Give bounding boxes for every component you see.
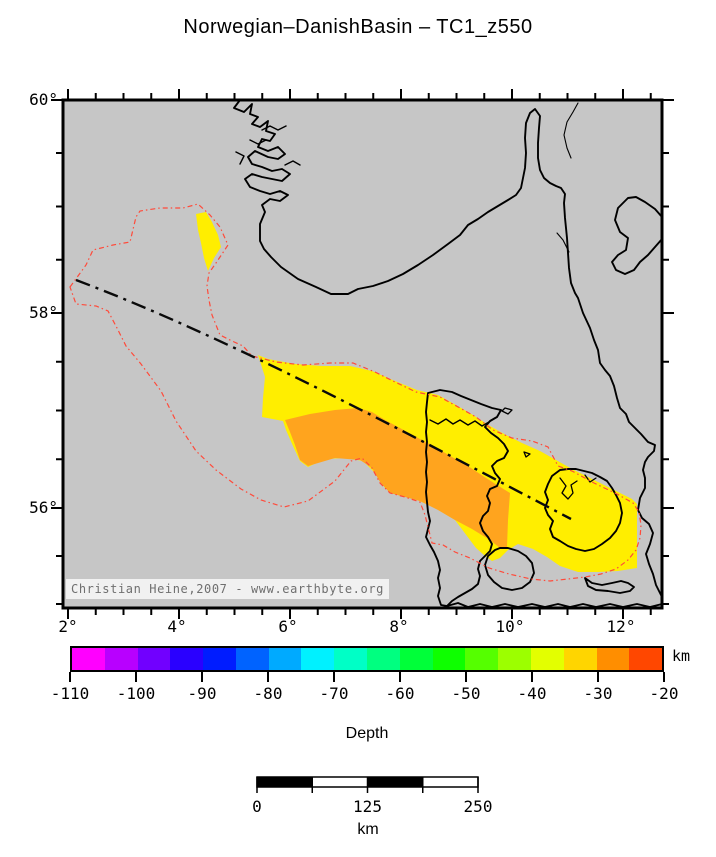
colorbar-segment-0 (72, 648, 105, 670)
island-lolland-falster (584, 577, 635, 594)
colorbar-ticks (69, 672, 665, 682)
x-tick-label-8°: 8° (389, 617, 409, 636)
colorbar-tick-label--110: -110 (50, 684, 90, 703)
scalebar-unit-label: km (357, 821, 379, 838)
colorbar-segment-16 (596, 648, 630, 670)
colorbar-unit-label: km (672, 647, 691, 665)
scalebar-tick-label-250: 250 (463, 797, 493, 816)
colorbar-segment-14 (530, 648, 564, 670)
y-tick-label-58°: 58° (29, 303, 58, 322)
river-gota (556, 232, 570, 253)
colorbar-tick-label--90: -90 (187, 684, 217, 703)
river-oslofjord (563, 102, 579, 159)
colorbar-segment-10 (399, 648, 433, 670)
coast-jutland (425, 389, 509, 607)
figure-title: Norwegian–DanishBasin – TC1_z550 (183, 16, 533, 38)
colorbar-tick-label--50: -50 (451, 684, 481, 703)
x-tick-label-6°: 6° (278, 617, 298, 636)
y-tick-label-56°: 56° (29, 498, 58, 517)
y-tick-label-60°: 60° (29, 90, 58, 109)
colorbar-tick-label--20: -20 (649, 684, 679, 703)
distance-scalebar (256, 776, 479, 793)
colorbar-segment-17 (629, 648, 663, 670)
coast-norway-sweden (233, 100, 662, 598)
colorbar-segment-13 (498, 648, 531, 670)
colorbar-tick-label--60: -60 (385, 684, 415, 703)
colorbar-tick-label--100: -100 (116, 684, 156, 703)
x-axis-ticks (67, 89, 652, 619)
colorbar-tick-label--70: -70 (319, 684, 349, 703)
island-anholt (523, 451, 531, 458)
colorbar-tick-label--40: -40 (517, 684, 547, 703)
colorbar-segment-5 (235, 648, 269, 670)
x-tick-label-10°: 10° (495, 617, 525, 636)
island-funen (484, 547, 535, 591)
colorbar-tick-label--30: -30 (583, 684, 613, 703)
transect-line (75, 278, 572, 521)
depth-region-yellow-north (196, 212, 221, 271)
copyright-note: Christian Heine,2007 - www.earthbyte.org (66, 579, 389, 599)
coast-fjord-detail (235, 125, 301, 166)
x-tick-label-12°: 12° (606, 617, 636, 636)
island-laeso (501, 407, 513, 415)
colorbar-segment-4 (203, 648, 236, 670)
colorbar-segment-1 (104, 648, 138, 670)
colorbar-segment-6 (268, 648, 302, 670)
y-axis-ticks (51, 99, 674, 605)
colorbar-segment-11 (432, 648, 466, 670)
scalebar-ticks (256, 777, 479, 793)
depth-colorbar (70, 646, 664, 672)
colorbar-axis-label: Depth (345, 725, 389, 742)
colorbar-segment-15 (563, 648, 597, 670)
colorbar-segment-12 (465, 648, 499, 670)
colorbar-segment-9 (367, 648, 400, 670)
limfjord (429, 417, 496, 427)
colorbar-tick-label--80: -80 (253, 684, 283, 703)
map-frame (61, 98, 664, 610)
x-tick-label-4°: 4° (167, 617, 187, 636)
colorbar-segment-8 (334, 648, 368, 670)
basin-outline (69, 203, 642, 582)
scalebar-tick-label-125: 125 (353, 797, 382, 816)
scalebar-tick-label-0: 0 (252, 797, 262, 816)
colorbar-segment-3 (170, 648, 204, 670)
colorbar-segment-2 (137, 648, 171, 670)
zealand-fjords (559, 474, 597, 500)
lake-vanern (611, 196, 662, 275)
colorbar-segment-7 (301, 648, 335, 670)
depth-region-orange (285, 408, 510, 548)
x-tick-label-2°: 2° (58, 617, 78, 636)
